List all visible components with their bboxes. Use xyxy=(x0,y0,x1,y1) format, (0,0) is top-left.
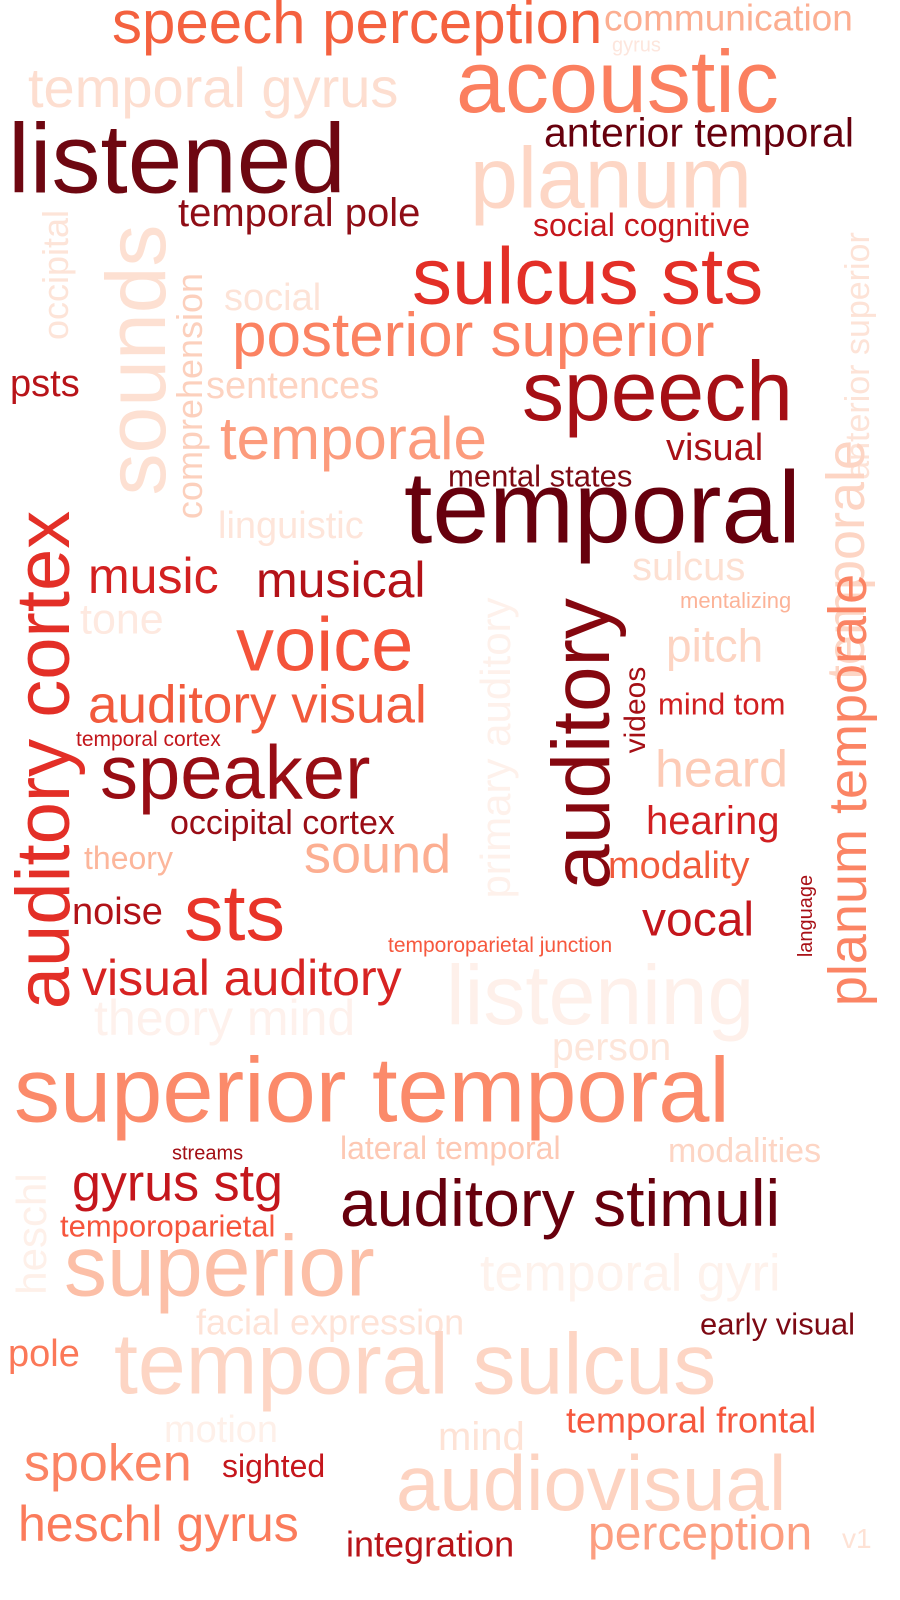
vertical-word: primary auditory xyxy=(472,597,519,899)
word: posterior superior xyxy=(232,301,715,371)
word: sound xyxy=(304,824,452,885)
word: heard xyxy=(655,740,788,799)
word: noise xyxy=(72,890,163,933)
word: sulcus sts xyxy=(412,231,764,321)
word: sentences xyxy=(206,364,380,407)
vertical-word: language xyxy=(795,874,817,958)
word: auditory visual xyxy=(88,675,427,735)
word: streams xyxy=(172,1142,244,1165)
word: temporale xyxy=(220,404,487,472)
word: modalities xyxy=(668,1132,822,1171)
vertical-word: planum temporale xyxy=(818,573,878,1007)
word: mind xyxy=(438,1415,525,1460)
word: mental states xyxy=(448,458,633,494)
word: temporoparietal xyxy=(60,1208,276,1244)
word: superior xyxy=(64,1218,375,1315)
word: sighted xyxy=(222,1447,326,1484)
word: gyrus stg xyxy=(72,1154,283,1213)
word: communication xyxy=(604,0,853,39)
word: temporal frontal xyxy=(566,1399,817,1441)
word: planum xyxy=(470,130,753,227)
word: temporal xyxy=(404,450,801,565)
word: temporoparietal junction xyxy=(388,933,613,957)
word: visual auditory xyxy=(82,950,402,1006)
word: mind tom xyxy=(658,686,786,722)
word: speaker xyxy=(100,730,371,816)
word: temporal pole xyxy=(178,191,421,236)
word: early visual xyxy=(700,1306,856,1342)
word: listened xyxy=(8,103,346,214)
word: pole xyxy=(8,1332,80,1375)
word: temporal sulcus xyxy=(114,1316,717,1413)
word: spoken xyxy=(24,1434,192,1493)
word: perception xyxy=(588,1507,813,1561)
vertical-word: occipital xyxy=(35,209,76,341)
word: vocal xyxy=(642,893,755,947)
vertical-word: videos xyxy=(619,666,652,754)
word: auditory stimuli xyxy=(340,1165,781,1240)
word: temporal gyri xyxy=(480,1244,781,1303)
vertical-word: comprehension xyxy=(169,272,210,520)
vertical-word: sounds xyxy=(89,224,183,496)
word: social cognitive xyxy=(533,206,750,243)
word: linguistic xyxy=(218,504,364,547)
word: pitch xyxy=(666,619,764,672)
word: theory xyxy=(84,839,173,876)
word: lateral temporal xyxy=(340,1129,561,1166)
word: temporal gyrus xyxy=(28,56,399,120)
word: theory mind xyxy=(94,990,356,1046)
word: superior temporal xyxy=(14,1039,730,1142)
word: motion xyxy=(164,1408,279,1451)
word: sulcus xyxy=(632,545,746,590)
word: social xyxy=(224,276,322,319)
word: tone xyxy=(80,595,164,644)
word: listening xyxy=(446,948,755,1043)
word: person xyxy=(552,1026,672,1070)
word: facial expression xyxy=(196,1301,465,1343)
word: psts xyxy=(10,362,80,405)
word: hearing xyxy=(646,799,780,844)
word: temporal cortex xyxy=(76,727,221,751)
word: acoustic xyxy=(456,31,779,131)
word: occipital cortex xyxy=(170,804,395,843)
word: audiovisual xyxy=(396,1439,787,1528)
word: visual xyxy=(666,426,764,469)
word: sts xyxy=(184,868,285,958)
word: modality xyxy=(608,844,750,887)
vertical-word: heschl xyxy=(8,1173,55,1295)
word: gyrus xyxy=(612,34,661,57)
word: v1 xyxy=(842,1523,872,1555)
word: mentalizing xyxy=(680,587,792,613)
vertical-word: auditory cortex xyxy=(1,510,86,1010)
word: speech perception xyxy=(112,0,603,56)
word: music xyxy=(88,548,219,604)
word: anterior temporal xyxy=(544,109,854,156)
word: heschl gyrus xyxy=(18,1496,299,1552)
vertical-word: auditory xyxy=(536,598,627,890)
word: integration xyxy=(346,1523,515,1565)
word: speech xyxy=(522,344,793,439)
word: musical xyxy=(256,552,426,608)
word: voice xyxy=(236,602,414,688)
